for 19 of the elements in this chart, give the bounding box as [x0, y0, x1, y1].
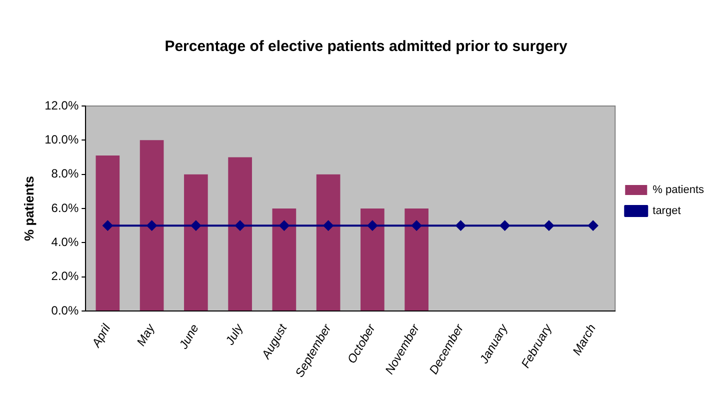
y-tick-label: 4.0%	[51, 234, 79, 249]
bar	[272, 208, 296, 310]
bar	[96, 156, 120, 310]
bar	[184, 174, 208, 310]
y-tick-label: 8.0%	[51, 166, 79, 181]
chart-title: Percentage of elective patients admitted prior to surgery	[164, 38, 568, 56]
y-tick-label: 2.0%	[51, 269, 79, 284]
bar	[228, 157, 252, 310]
y-tick-label: 10.0%	[44, 132, 79, 146]
legend-label: target	[652, 205, 681, 218]
y-tick-label: 12.0%	[44, 98, 79, 112]
bar	[316, 174, 340, 310]
y-tick-label: 0.0%	[51, 303, 79, 318]
bar	[404, 208, 428, 310]
legend-label: % patients	[652, 184, 704, 196]
bar	[360, 208, 384, 310]
bar	[140, 140, 164, 310]
y-tick-label: 6.0%	[51, 200, 79, 215]
y-axis-title: % patients	[21, 176, 36, 241]
